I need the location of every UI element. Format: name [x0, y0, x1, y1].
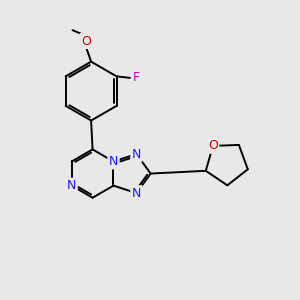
Text: N: N [109, 155, 118, 168]
Text: N: N [132, 148, 141, 160]
Text: N: N [67, 179, 76, 192]
Text: O: O [81, 34, 91, 48]
Text: N: N [132, 187, 141, 200]
Text: O: O [208, 139, 218, 152]
Text: F: F [133, 71, 140, 84]
